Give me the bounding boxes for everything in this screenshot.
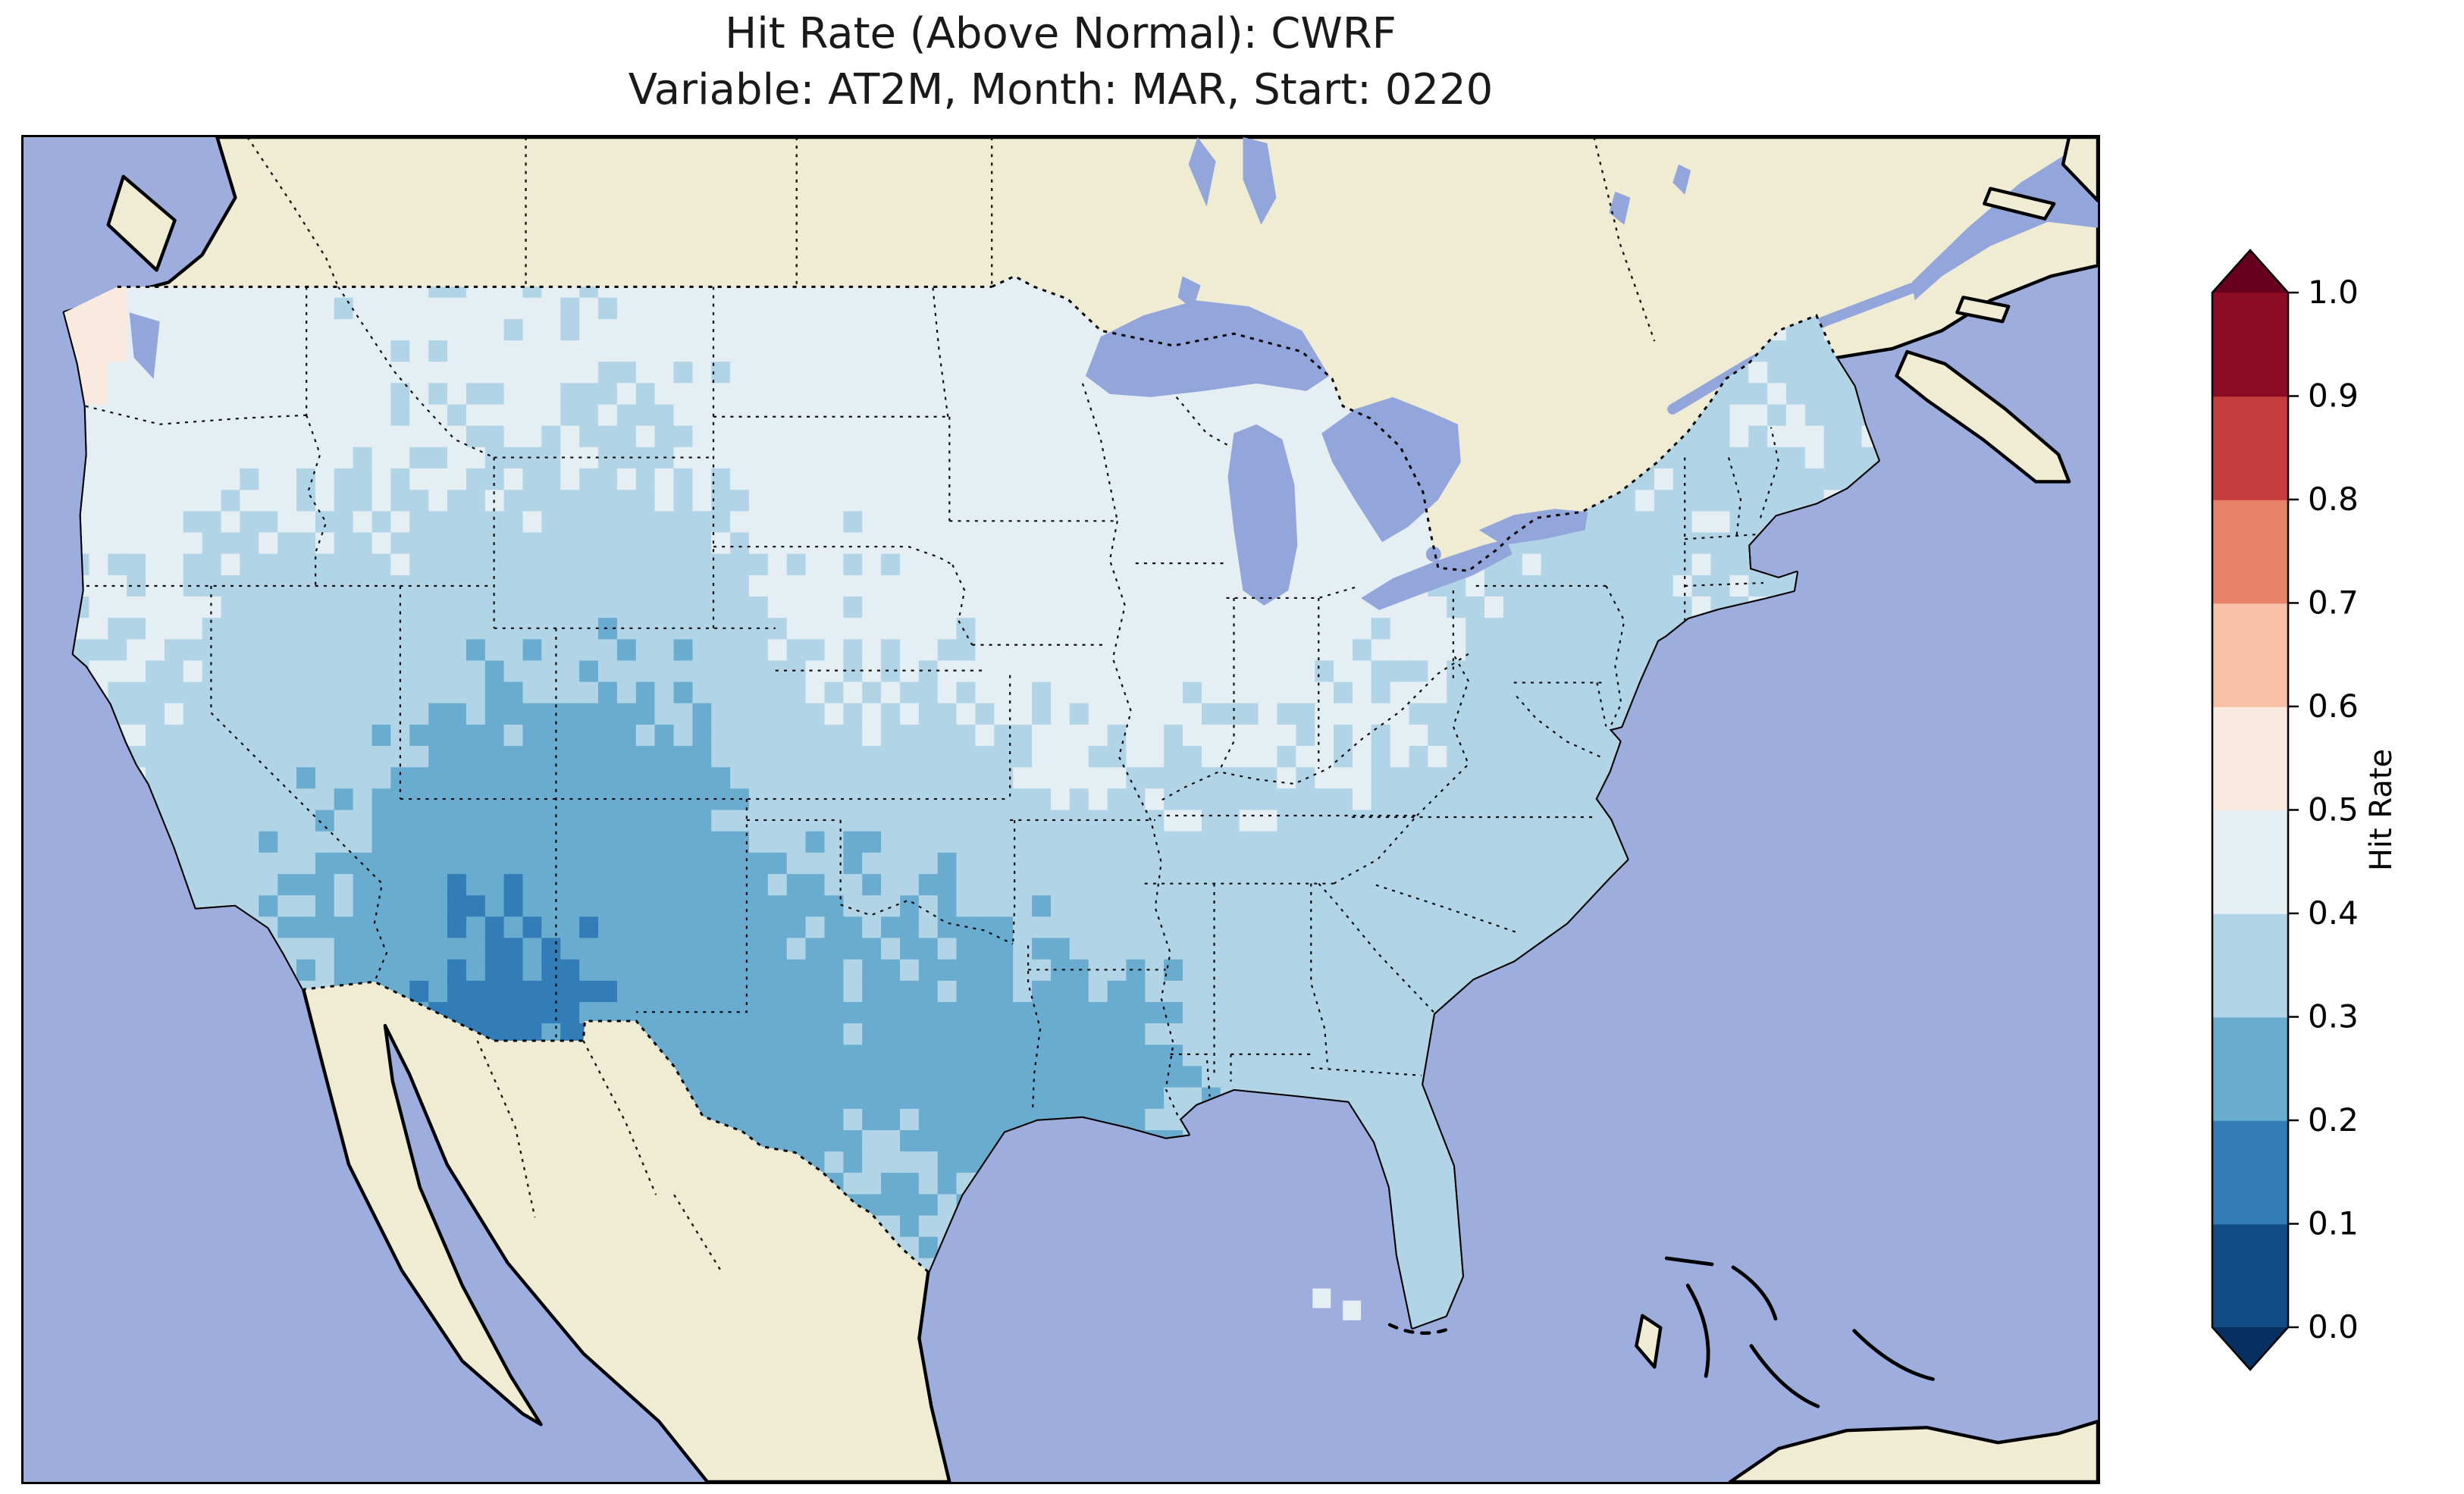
- title-line-1: Hit Rate (Above Normal): CWRF: [725, 9, 1397, 58]
- prince-edward-island: [1955, 296, 2011, 324]
- anticosti-island: [1983, 186, 2056, 221]
- state-borders: [77, 286, 1780, 1120]
- lake-erie: [1361, 539, 1513, 610]
- grand-bahama: [1664, 1256, 1714, 1267]
- colorbar-band: [2212, 810, 2288, 914]
- dry-tortugas-cell: [1312, 1288, 1331, 1308]
- lake-superior: [1085, 300, 1330, 397]
- keys-cell: [1343, 1300, 1362, 1320]
- quebec-lake-2: [1672, 164, 1691, 195]
- bahama-chain-3: [1852, 1329, 1935, 1381]
- colorbar-tick-label: 1.0: [2308, 274, 2359, 311]
- colorbar-tick-label: 0.8: [2308, 481, 2359, 518]
- colorbar-band: [2212, 1016, 2288, 1121]
- colorbar: 1.0 0.9 0.8 0.7 0.6 0.5 0.4 0.3 0.2 0.1 0.0 Hit Rat…: [2211, 249, 2399, 1371]
- eleuthera: [1731, 1265, 1778, 1321]
- islands-and-details: [106, 137, 2098, 1482]
- colorbar-tick-label: 0.1: [2308, 1205, 2359, 1242]
- colorbar-tick-label: 0.4: [2308, 894, 2359, 932]
- andros-island: [1635, 1314, 1663, 1369]
- international-borders: [117, 274, 1838, 1273]
- colorbar-band: [2212, 500, 2288, 604]
- colorbar-tick-label: 0.2: [2308, 1101, 2359, 1139]
- lake-ontario: [1478, 509, 1588, 546]
- colorbar-band: [2212, 706, 2288, 811]
- colorbar-tick-label: 0.5: [2308, 791, 2359, 828]
- colorbar-axis-label: Hit Rate: [2364, 749, 2399, 871]
- nova-scotia: [1895, 349, 2071, 484]
- vancouver-island: [106, 174, 177, 272]
- colorbar-band: [2212, 913, 2288, 1018]
- colorbar-band: [2212, 293, 2288, 397]
- colorbar-tick-label: 0.0: [2308, 1308, 2359, 1345]
- colorbar-tick-label: 0.7: [2308, 584, 2359, 622]
- colorbar-over-arrow: [2212, 250, 2288, 293]
- lake-huron: [1321, 396, 1461, 543]
- colorbar-tick-label: 0.9: [2308, 377, 2359, 415]
- colorbar-band: [2212, 603, 2288, 707]
- bahama-chain-1: [1685, 1283, 1710, 1378]
- quebec-lake-1: [1609, 191, 1631, 225]
- colorbar-band: [2212, 1120, 2288, 1225]
- gulf-of-st-lawrence: [1911, 143, 2098, 301]
- puget-sound: [129, 312, 160, 379]
- colorbar-band: [2212, 396, 2288, 500]
- florida-keys: [1387, 1323, 1454, 1335]
- lake-winnipegosis: [1188, 137, 1216, 207]
- lake-winnipeg: [1243, 137, 1277, 225]
- province-and-state-borders-outside-us: [246, 137, 1656, 1274]
- colorbar-band: [2212, 1223, 2288, 1328]
- map-panel: [21, 135, 2100, 1484]
- conus-hit-rate-map: [24, 137, 2098, 1482]
- figure-title: Hit Rate (Above Normal): CWRF Variable: …: [21, 6, 2100, 118]
- bahama-chain-2: [1749, 1344, 1820, 1408]
- colorbar-tick-label: 0.3: [2308, 998, 2359, 1035]
- cuba: [1728, 1420, 2098, 1482]
- title-line-2: Variable: AT2M, Month: MAR, Start: 0220: [628, 64, 1494, 114]
- lake-michigan: [1227, 424, 1298, 606]
- newfoundland-corner: [2061, 137, 2098, 202]
- great-lakes: [1085, 300, 1588, 610]
- lake-st-clair: [1425, 547, 1441, 562]
- colorbar-tick-label: 0.6: [2308, 687, 2359, 725]
- colorbar-under-arrow: [2212, 1327, 2288, 1370]
